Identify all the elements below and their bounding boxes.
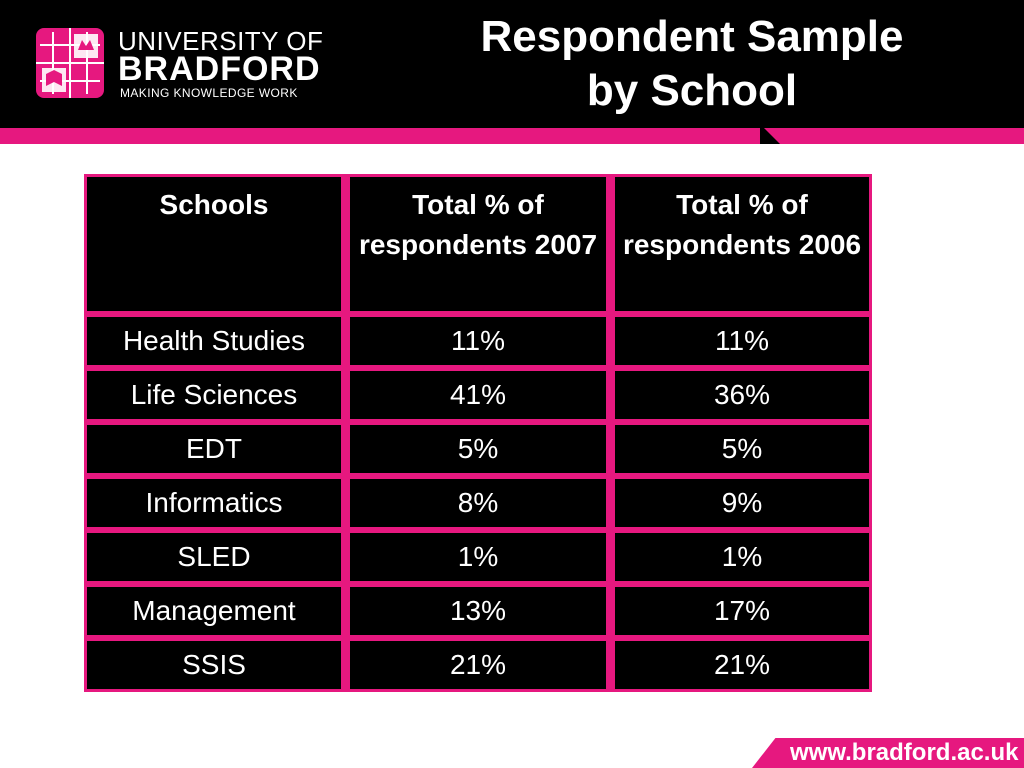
slide-title-line-2: by School bbox=[586, 66, 798, 115]
school-name-cell: Health Studies bbox=[84, 314, 344, 368]
slide-title-line-1: Respondent Sample bbox=[480, 12, 904, 61]
university-crest-icon bbox=[36, 28, 104, 98]
header-total-2006: Total % of respondents 2006 bbox=[612, 174, 872, 314]
pct-2006-cell: 9% bbox=[612, 476, 872, 530]
table-row: Informatics 8% 9% bbox=[84, 476, 872, 530]
pct-2007-cell: 8% bbox=[344, 476, 612, 530]
table-row: SSIS 21% 21% bbox=[84, 638, 872, 692]
school-name-cell: Informatics bbox=[84, 476, 344, 530]
table-row: SLED 1% 1% bbox=[84, 530, 872, 584]
slide-title: Respondent Sample by School bbox=[392, 10, 992, 118]
logo-tagline: MAKING KNOWLEDGE WORK bbox=[120, 86, 298, 100]
header-band bbox=[0, 0, 1024, 130]
pct-2007-cell: 21% bbox=[344, 638, 612, 692]
pct-2006-cell: 11% bbox=[612, 314, 872, 368]
school-name-cell: SSIS bbox=[84, 638, 344, 692]
logo-text-university-of: UNIVERSITY OF bbox=[118, 26, 324, 56]
pct-2007-cell: 41% bbox=[344, 368, 612, 422]
table-row: Life Sciences 41% 36% bbox=[84, 368, 872, 422]
pct-2007-cell: 11% bbox=[344, 314, 612, 368]
school-name-cell: EDT bbox=[84, 422, 344, 476]
pct-2007-cell: 5% bbox=[344, 422, 612, 476]
header-accent-stripe bbox=[0, 128, 1024, 144]
pct-2006-cell: 17% bbox=[612, 584, 872, 638]
pct-2006-cell: 5% bbox=[612, 422, 872, 476]
logo-text-bradford: BRADFORD bbox=[118, 50, 321, 88]
school-name-cell: Management bbox=[84, 584, 344, 638]
pct-2007-cell: 1% bbox=[344, 530, 612, 584]
school-name-cell: Life Sciences bbox=[84, 368, 344, 422]
pct-2006-cell: 36% bbox=[612, 368, 872, 422]
footer-website-url: www.bradford.ac.uk bbox=[790, 739, 1019, 766]
header-total-2007: Total % of respondents 2007 bbox=[344, 174, 612, 314]
table-row: Health Studies 11% 11% bbox=[84, 314, 872, 368]
table-row: Management 13% 17% bbox=[84, 584, 872, 638]
header-schools: Schools bbox=[84, 174, 344, 314]
header-wedge bbox=[760, 124, 780, 144]
pct-2006-cell: 21% bbox=[612, 638, 872, 692]
pct-2006-cell: 1% bbox=[612, 530, 872, 584]
pct-2007-cell: 13% bbox=[344, 584, 612, 638]
table-row: EDT 5% 5% bbox=[84, 422, 872, 476]
table-header-row: Schools Total % of respondents 2007 Tota… bbox=[84, 174, 872, 314]
respondent-table: Schools Total % of respondents 2007 Tota… bbox=[84, 174, 872, 692]
university-logo: UNIVERSITY OF BRADFORD MAKING KNOWLEDGE … bbox=[36, 26, 323, 102]
school-name-cell: SLED bbox=[84, 530, 344, 584]
